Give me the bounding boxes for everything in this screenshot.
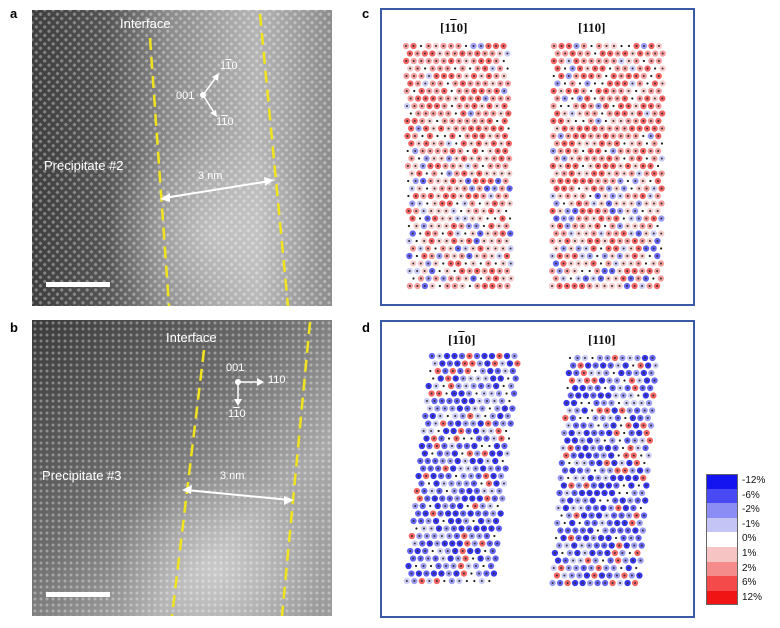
legend-swatch (706, 576, 738, 591)
legend-item: 12% (706, 590, 776, 606)
strain-map-c (402, 42, 666, 290)
panel-letter-b: b (10, 320, 18, 335)
strain-map-panel-d: [110] [110] (380, 320, 695, 618)
interface-line-left-b (170, 349, 206, 616)
legend-item: -6% (706, 488, 776, 504)
precipitate-label-a: Precipitate #2 (44, 158, 124, 173)
legend-swatch (706, 474, 738, 489)
dir-down-label-a: 110 (216, 116, 234, 128)
panel-letter-a: a (10, 6, 18, 21)
dir-down-label-b: 110 (228, 408, 246, 420)
legend-label: -2% (742, 504, 760, 516)
interface-label-b: Interface (166, 330, 217, 345)
legend-item: 6% (706, 576, 776, 591)
scale-bar-a (46, 282, 110, 287)
dir-origin-label-a: 001 (176, 90, 195, 102)
interface-line-right-b (280, 321, 312, 616)
legend-swatch (706, 590, 738, 606)
legend-item: 2% (706, 561, 776, 577)
interface-line-left (148, 37, 171, 306)
width-label-a: 3 nm (198, 170, 223, 182)
interface-line-right (258, 13, 290, 306)
legend-item: -2% (706, 503, 776, 518)
map-title-d-left: [110] (448, 332, 476, 347)
micrograph-a: Interface Precipitate #2 3 nm 001 110 11… (32, 10, 332, 306)
precipitate-label-b: Precipitate #3 (42, 468, 122, 483)
legend-label: 6% (742, 577, 757, 589)
dir-right-label-b: 110 (268, 374, 286, 386)
scale-bar-b (46, 592, 110, 597)
legend-label: -12% (742, 475, 766, 486)
map-title-d-right: [110] (588, 332, 616, 347)
micrograph-a-image (32, 10, 332, 306)
width-label-b: 3 nm (220, 470, 245, 482)
micrograph-b: Interface Precipitate #3 3 nm 001 110 11… (32, 320, 332, 616)
legend-swatch (706, 488, 738, 504)
legend-swatch (706, 517, 738, 533)
legend-label: 2% (742, 562, 757, 574)
legend-swatch (706, 561, 738, 577)
legend-item: 1% (706, 546, 776, 562)
legend-swatch (706, 532, 738, 547)
map-title-c-left: [110] (440, 20, 468, 35)
legend-item: 0% (706, 532, 776, 547)
strain-map-d (403, 352, 659, 587)
legend-item: -1% (706, 517, 776, 533)
legend-item: -12% (706, 474, 776, 489)
legend-label: 0% (742, 533, 757, 545)
dir-up-label-a: 110 (220, 60, 238, 72)
map-title-c-right: [110] (578, 20, 606, 35)
legend-label: 12% (742, 591, 763, 603)
legend-label: -1% (742, 518, 760, 530)
micrograph-b-image (32, 320, 332, 616)
width-arrow (163, 180, 271, 199)
legend-swatch (706, 546, 738, 562)
strain-legend: -12% -6% -2% -1% 0% 1% 2% 6% 12% (706, 474, 776, 606)
panel-letter-d: d (362, 320, 370, 335)
strain-map-panel-c: [110] [110] (380, 8, 695, 306)
panel-letter-c: c (362, 6, 370, 21)
interface-label-a: Interface (120, 16, 171, 31)
dir-origin-label-b: 001 (226, 362, 245, 374)
legend-swatch (706, 503, 738, 518)
width-arrow-b (185, 489, 291, 501)
legend-label: -6% (742, 489, 760, 501)
legend-label: 1% (742, 547, 757, 559)
